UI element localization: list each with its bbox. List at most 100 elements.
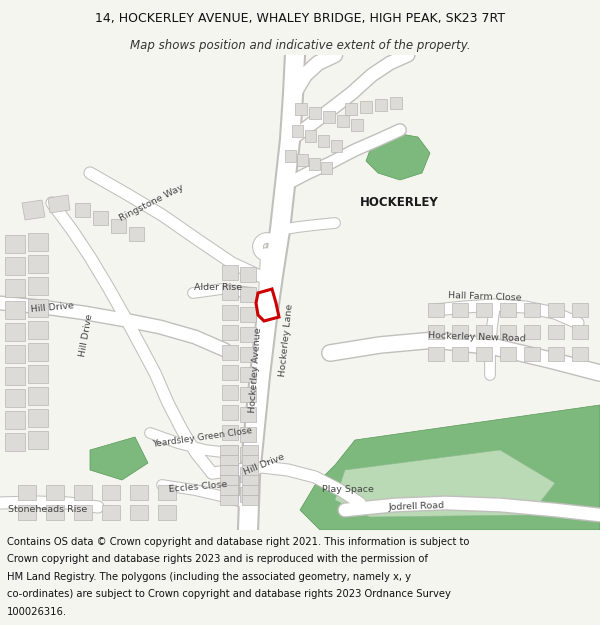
Text: Hill Drive: Hill Drive [78,313,94,357]
Polygon shape [524,347,540,361]
Polygon shape [548,303,564,317]
Polygon shape [242,455,258,465]
Polygon shape [305,130,316,142]
Polygon shape [452,325,468,339]
Polygon shape [323,111,335,123]
Polygon shape [345,103,357,115]
Polygon shape [158,505,176,520]
Polygon shape [46,505,64,520]
Polygon shape [300,405,600,530]
Text: Stoneheads Rise: Stoneheads Rise [8,506,87,514]
Polygon shape [222,365,238,380]
Polygon shape [5,411,25,429]
Text: Yeardsley Green Close: Yeardsley Green Close [152,426,253,449]
Text: Ringstone Way: Ringstone Way [118,183,185,223]
Polygon shape [500,347,516,361]
Text: HM Land Registry. The polygons (including the associated geometry, namely x, y: HM Land Registry. The polygons (includin… [7,572,411,582]
Polygon shape [240,267,256,282]
Polygon shape [18,485,36,500]
Polygon shape [335,450,555,517]
Polygon shape [111,219,126,233]
Polygon shape [102,505,120,520]
Polygon shape [428,303,444,317]
Polygon shape [500,303,516,317]
Polygon shape [28,409,48,427]
Polygon shape [242,495,258,505]
Polygon shape [524,325,540,339]
Text: Play Space: Play Space [322,486,374,494]
Text: Contains OS data © Crown copyright and database right 2021. This information is : Contains OS data © Crown copyright and d… [7,537,470,547]
Polygon shape [242,485,258,495]
Polygon shape [220,475,238,485]
Polygon shape [242,445,258,455]
Text: 14, HOCKERLEY AVENUE, WHALEY BRIDGE, HIGH PEAK, SK23 7RT: 14, HOCKERLEY AVENUE, WHALEY BRIDGE, HIG… [95,12,505,25]
Polygon shape [242,475,258,485]
Polygon shape [129,227,144,241]
Polygon shape [28,365,48,383]
Text: Eccles Close: Eccles Close [168,480,227,494]
Polygon shape [572,303,588,317]
Polygon shape [548,347,564,361]
Polygon shape [74,505,92,520]
Text: Hall Farm Close: Hall Farm Close [448,291,522,302]
Polygon shape [240,307,256,322]
Polygon shape [476,347,492,361]
Polygon shape [390,97,402,109]
Polygon shape [240,387,256,402]
Polygon shape [220,445,238,455]
Polygon shape [220,455,238,465]
Polygon shape [366,133,430,180]
Polygon shape [5,433,25,451]
Polygon shape [242,465,258,475]
Polygon shape [500,325,516,339]
Polygon shape [309,158,320,170]
Polygon shape [285,150,296,162]
Polygon shape [222,325,238,340]
Polygon shape [5,257,25,275]
Polygon shape [240,427,256,442]
Polygon shape [158,485,176,500]
Polygon shape [222,485,238,500]
Text: Hill Drive: Hill Drive [30,302,74,314]
Polygon shape [28,343,48,361]
Polygon shape [48,195,70,213]
Text: HOCKERLEY: HOCKERLEY [360,196,439,209]
Polygon shape [22,200,45,220]
Polygon shape [222,285,238,300]
Text: Jodrell Road: Jodrell Road [388,501,445,512]
Polygon shape [5,345,25,363]
Polygon shape [309,107,321,119]
Text: Hockerley Avenue: Hockerley Avenue [248,327,263,413]
Polygon shape [5,323,25,341]
Text: Hockerley Lane: Hockerley Lane [278,303,295,377]
Polygon shape [452,347,468,361]
Polygon shape [240,487,256,502]
Text: co-ordinates) are subject to Crown copyright and database rights 2023 Ordnance S: co-ordinates) are subject to Crown copyr… [7,589,451,599]
Polygon shape [428,347,444,361]
Text: Alder Rise: Alder Rise [194,282,242,291]
Polygon shape [428,325,444,339]
Polygon shape [351,119,363,131]
Polygon shape [256,289,279,321]
Polygon shape [220,495,238,505]
Text: Crown copyright and database rights 2023 and is reproduced with the permission o: Crown copyright and database rights 2023… [7,554,428,564]
Polygon shape [321,162,332,174]
Polygon shape [220,485,238,495]
Polygon shape [222,465,238,480]
Polygon shape [222,425,238,440]
Polygon shape [222,405,238,420]
Polygon shape [476,303,492,317]
Polygon shape [548,325,564,339]
Polygon shape [295,103,307,115]
Polygon shape [102,485,120,500]
Polygon shape [28,431,48,449]
Polygon shape [5,235,25,253]
Polygon shape [240,327,256,342]
Polygon shape [93,211,108,225]
Polygon shape [5,389,25,407]
Polygon shape [572,325,588,339]
Polygon shape [28,255,48,273]
Polygon shape [28,387,48,405]
Polygon shape [337,115,349,127]
Polygon shape [297,154,308,166]
